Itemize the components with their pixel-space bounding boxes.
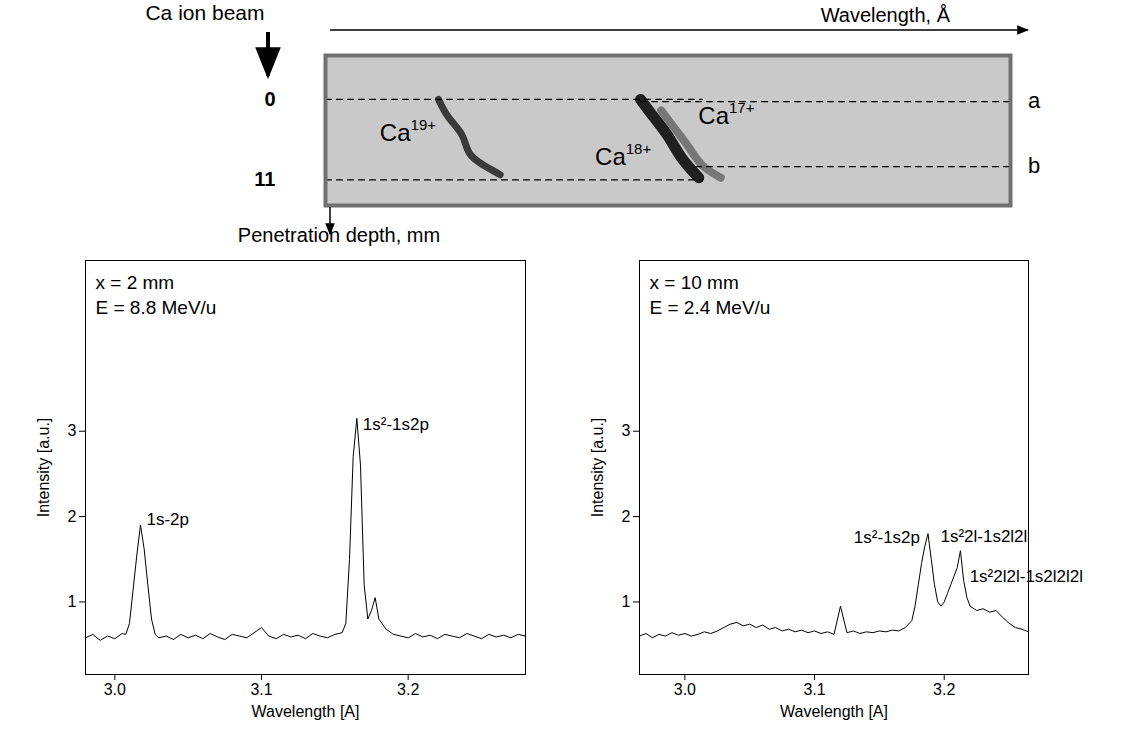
svg-text:Wavelength [A]: Wavelength [A] xyxy=(252,703,360,720)
svg-text:x = 10 mmE = 2.4 MeV/u: x = 10 mmE = 2.4 MeV/u xyxy=(650,272,771,319)
svg-text:x = 2 mmE = 8.8 MeV/u: x = 2 mmE = 8.8 MeV/u xyxy=(96,272,217,319)
svg-text:Intensity [a.u.]: Intensity [a.u.] xyxy=(589,418,606,518)
svg-text:1: 1 xyxy=(68,593,77,610)
svg-text:Ca ion beam: Ca ion beam xyxy=(145,1,264,24)
svg-text:Ca17+: Ca17+ xyxy=(698,99,754,129)
svg-text:3.0: 3.0 xyxy=(674,681,696,698)
svg-text:2: 2 xyxy=(622,508,631,525)
svg-text:11: 11 xyxy=(254,168,275,190)
svg-text:1s²2l-1s2l2l: 1s²2l-1s2l2l xyxy=(940,527,1027,546)
svg-text:Wavelength [A]: Wavelength [A] xyxy=(780,703,888,720)
svg-text:2: 2 xyxy=(68,508,77,525)
svg-text:3.1: 3.1 xyxy=(250,681,272,698)
svg-text:3: 3 xyxy=(68,422,77,439)
svg-text:3.2: 3.2 xyxy=(397,681,419,698)
svg-text:Penetration depth, mm: Penetration depth, mm xyxy=(238,224,440,246)
svg-text:1s-2p: 1s-2p xyxy=(147,510,190,529)
svg-text:3.0: 3.0 xyxy=(104,681,126,698)
svg-text:1: 1 xyxy=(622,593,631,610)
svg-text:Ca18+: Ca18+ xyxy=(595,140,651,170)
svg-text:a: a xyxy=(1028,88,1041,113)
svg-text:0: 0 xyxy=(264,88,275,110)
svg-text:Wavelength, Å: Wavelength, Å xyxy=(821,4,951,26)
svg-text:Intensity [a.u.]: Intensity [a.u.] xyxy=(35,418,52,518)
svg-text:Ca19+: Ca19+ xyxy=(380,116,436,146)
svg-text:b: b xyxy=(1028,153,1040,178)
svg-text:3.2: 3.2 xyxy=(933,681,955,698)
svg-text:1s²-1s2p: 1s²-1s2p xyxy=(363,415,429,434)
svg-text:1s²2l2l-1s2l2l2l: 1s²2l2l-1s2l2l2l xyxy=(970,567,1083,586)
svg-text:3.1: 3.1 xyxy=(803,681,825,698)
svg-text:1s²-1s2p: 1s²-1s2p xyxy=(854,528,920,547)
svg-text:3: 3 xyxy=(622,422,631,439)
